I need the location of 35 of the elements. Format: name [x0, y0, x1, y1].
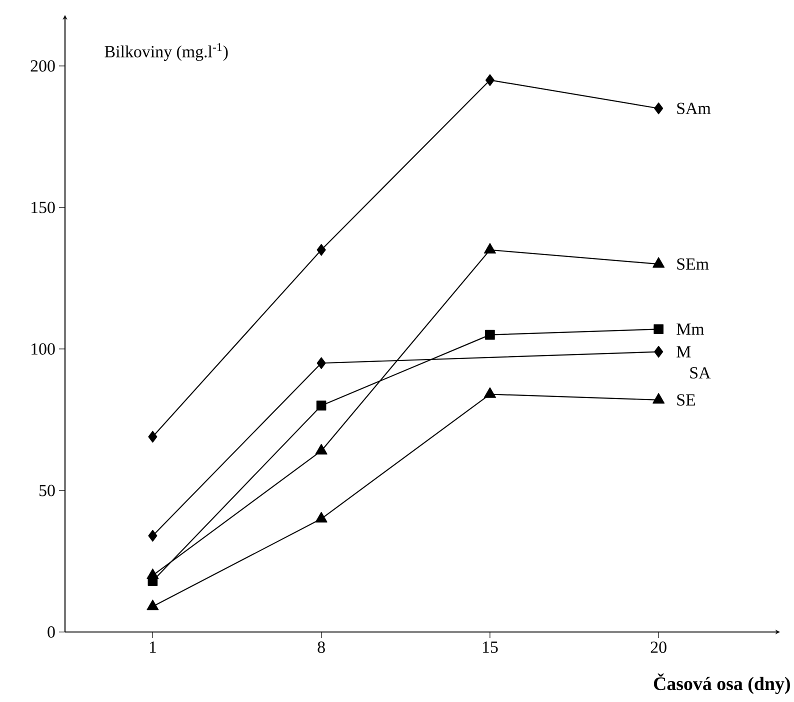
x-tick-label: 8: [318, 642, 325, 653]
point: [146, 600, 159, 610]
point: [148, 430, 158, 443]
point: [654, 102, 664, 114]
point: [654, 324, 664, 334]
point: [148, 530, 158, 542]
point: [484, 387, 496, 398]
y-tick-label: 200: [30, 60, 55, 72]
point: [484, 243, 496, 254]
point: [654, 346, 664, 358]
point: [485, 330, 495, 340]
y-tick-label: 100: [32, 343, 55, 355]
point: [652, 393, 665, 404]
x-tick-label: 15: [482, 642, 498, 653]
point: [652, 257, 665, 268]
point: [316, 357, 326, 370]
point: [315, 444, 328, 455]
point: [316, 244, 326, 256]
x-axis-title: Časová osa (dny): [654, 674, 790, 694]
point: [316, 400, 326, 410]
y-axis-title: Bilkoviny (mg.l$^{-1}$): [104, 43, 228, 61]
y-tick-label: 0: [48, 626, 55, 638]
x-tick-label: 1: [150, 642, 156, 653]
series-label: SE: [677, 394, 696, 406]
point: [148, 576, 158, 586]
point: [315, 512, 328, 522]
point: [485, 74, 494, 86]
series-label: Mm: [676, 324, 704, 335]
series-label: M: [676, 346, 691, 358]
x-tick-label: 20: [650, 642, 666, 653]
annotation: SA: [690, 367, 711, 379]
series-label: SEm: [677, 258, 709, 270]
y-tick-label: 150: [32, 202, 55, 214]
y-tick-label: 50: [40, 484, 55, 496]
series-label: SAm: [677, 102, 711, 114]
